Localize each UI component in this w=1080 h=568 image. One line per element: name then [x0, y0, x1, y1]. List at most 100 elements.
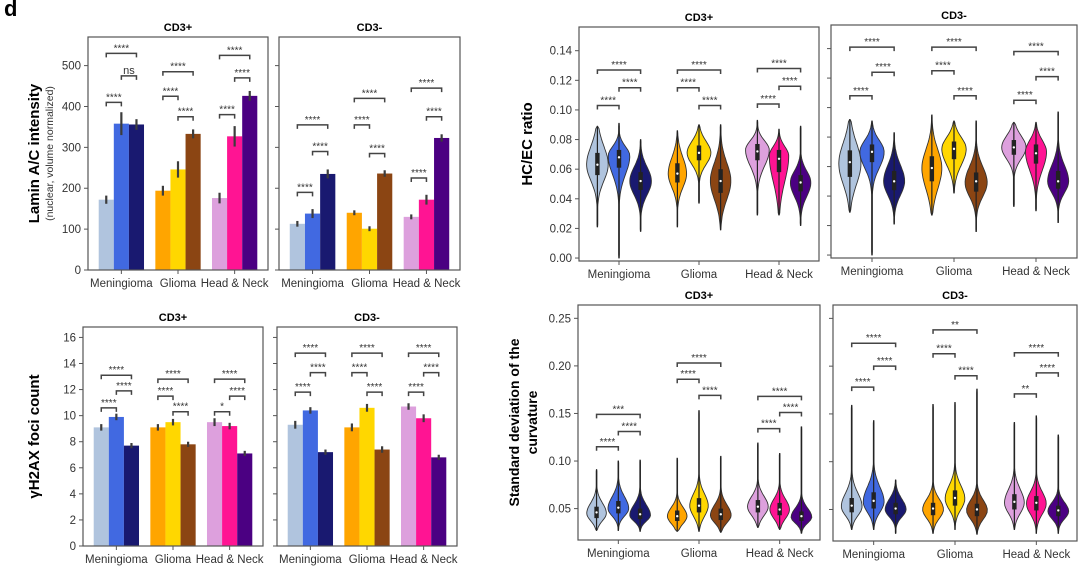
bar: [374, 449, 390, 546]
violin-median: [756, 150, 759, 153]
significance-bracket: [756, 67, 802, 73]
bar: [185, 133, 201, 270]
y-axis-label: HC/EC ratio: [519, 102, 536, 185]
significance-label: ****: [622, 78, 638, 89]
bar: [123, 445, 140, 546]
significance-label: *: [220, 402, 224, 413]
chart-title: CD3-: [941, 10, 967, 22]
x-tick-label: Head & Neck: [1002, 266, 1070, 278]
significance-bracket: [100, 407, 118, 412]
significance-bracket: [294, 391, 312, 397]
chart-lamin-cd3neg: CD3- Meningioma Glioma Head & Neck **** **** *…: [275, 22, 461, 290]
y-tick-label: 0: [70, 541, 76, 553]
violin-median: [800, 515, 803, 518]
significance-bracket: [105, 52, 138, 58]
x-tick-label: Head & Neck: [390, 554, 458, 566]
chart-sdcurv-cd3neg: CD3-Meningioma Glioma Head & Neck*********…: [829, 290, 1078, 561]
significance-bracket: [157, 395, 174, 401]
violin-median: [1012, 146, 1016, 149]
violin-iqr-box: [951, 141, 957, 160]
significance-label: ****: [866, 333, 882, 344]
significance-bracket: [1035, 75, 1059, 81]
y-tick-label: 500: [62, 61, 81, 73]
significance-label: ****: [219, 105, 235, 116]
significance-label: ****: [359, 343, 375, 354]
significance-label: ****: [408, 382, 424, 393]
significance-label: ****: [116, 381, 132, 392]
y-tick-label: 0.06: [550, 164, 572, 176]
significance-bracket: [850, 342, 897, 348]
axes-frame: [276, 326, 458, 547]
significance-label: ****: [362, 88, 378, 99]
violin-iqr-box: [616, 149, 622, 168]
bar: [304, 213, 321, 270]
chart-title: CD3+: [685, 12, 713, 24]
significance-bracket: [596, 104, 620, 110]
significance-bracket: [676, 378, 700, 384]
bar: [227, 136, 243, 270]
y-tick-label: 14: [63, 359, 76, 371]
axes-frame: [832, 304, 1078, 542]
x-tick-label: Meningioma: [90, 278, 153, 290]
x-tick-label: Meningioma: [587, 548, 650, 560]
significance-label: ****: [853, 86, 869, 97]
significance-label: ****: [109, 365, 125, 376]
significance-label: ****: [691, 353, 707, 364]
significance-label: ****: [760, 94, 776, 105]
significance-bracket: [309, 371, 327, 377]
significance-label: ****: [227, 45, 243, 56]
y-tick-label: 0.10: [550, 105, 572, 117]
significance-bracket: [778, 85, 802, 91]
y-tick-label: 12: [63, 385, 76, 397]
bar: [108, 416, 124, 546]
bar: [418, 199, 435, 270]
violin-median: [596, 163, 599, 166]
y-tick-label: 200: [62, 183, 81, 195]
significance-label: ****: [369, 144, 385, 155]
chart-sdcurv-cd3pos: CD3+ 0.05 0.10 0.15 0.20 0.25 Standard deviati…: [506, 290, 821, 560]
chart-lamin-cd3pos: CD3+ 0 100 200 300 400 500 Lamin A/C intensity(…: [26, 22, 269, 290]
significance-bracket: [410, 177, 428, 183]
significance-bracket: [871, 71, 895, 77]
axes-frame: [578, 26, 820, 262]
significance-label: ****: [423, 363, 439, 374]
significance-bracket: [618, 86, 642, 92]
significance-label: ****: [411, 168, 427, 179]
axes-frame: [577, 304, 821, 541]
y-tick-label: 0.25: [549, 313, 571, 325]
significance-label: ****: [761, 419, 777, 430]
significance-label: ****: [691, 60, 707, 71]
significance-label: ****: [958, 366, 974, 377]
significance-label: ****: [303, 343, 319, 354]
significance-bracket: [425, 115, 443, 121]
x-tick-label: Head & Neck: [745, 269, 813, 281]
bar: [359, 407, 375, 546]
axes-frame: [278, 36, 461, 271]
significance-bracket: [676, 362, 722, 368]
y-tick-label: 8: [70, 437, 76, 449]
significance-bracket: [353, 97, 386, 103]
significance-label: ****: [426, 107, 442, 118]
significance-bracket: [849, 95, 873, 100]
significance-bracket: [1035, 372, 1060, 377]
y-tick-label: 300: [62, 142, 81, 154]
significance-bracket: [698, 394, 722, 400]
significance-bracket: [407, 352, 440, 358]
significance-label: ****: [416, 343, 432, 354]
chart-gh2ax-cd3neg: CD3- Meningioma Glioma Head & Neck **** **** *…: [273, 312, 458, 566]
significance-bracket: [595, 413, 641, 419]
bar: [400, 406, 417, 546]
significance-bracket: [353, 124, 371, 129]
y-tick-label: 0.10: [549, 456, 571, 468]
bar: [434, 137, 450, 270]
y-tick-label: 0.00: [550, 253, 572, 265]
x-tick-label: Head & Neck: [201, 278, 269, 290]
violin-median: [595, 511, 598, 514]
significance-label: ****: [310, 363, 326, 374]
y-tick-label: 0.04: [550, 194, 573, 206]
x-tick-label: Head & Neck: [393, 278, 461, 290]
significance-label: ****: [295, 382, 311, 393]
violin-median: [719, 179, 722, 183]
violin-median: [930, 166, 934, 170]
significance-bracket: [931, 46, 977, 52]
